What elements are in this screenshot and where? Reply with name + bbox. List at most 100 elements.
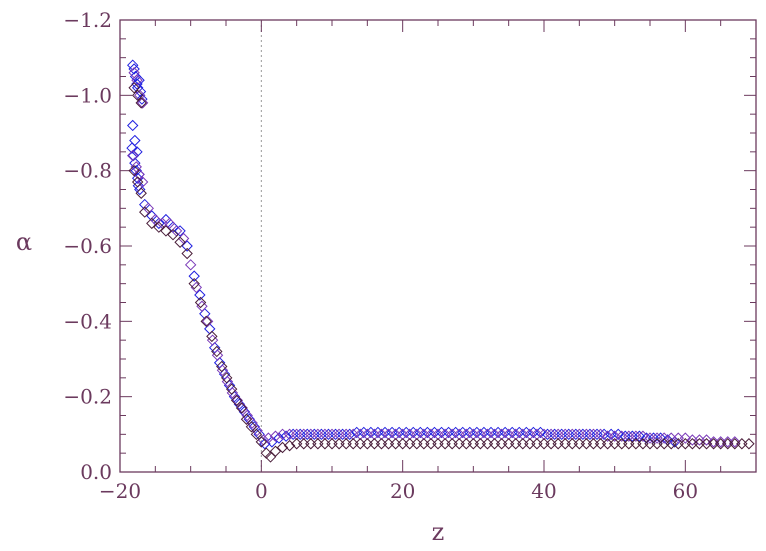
data-point-diamond [167,228,179,241]
data-point-diamond [587,438,600,450]
data-point-diamond [555,428,568,441]
data-point-diamond [552,428,564,441]
data-point-diamond [269,430,282,442]
data-point-diamond [250,428,263,441]
data-point-diamond [566,438,578,450]
data-point-diamond [305,428,317,441]
data-point-diamond [200,315,212,328]
data-point-diamond [439,438,451,450]
data-point-diamond [241,409,253,422]
x-tick-label: 60 [673,479,698,503]
data-point-diamond [368,438,381,450]
data-point-diamond [255,436,268,448]
data-point-diamond [170,225,183,237]
data-point-diamond [160,213,172,226]
x-tick-label: 0 [255,479,268,503]
data-point-diamond [545,428,557,441]
data-point-diamond [240,413,253,425]
data-point-diamond [552,438,564,450]
data-point-diamond [131,172,144,184]
data-point-diamond [460,438,472,450]
data-point-diamond [594,438,607,450]
data-point-diamond [538,438,550,450]
data-point-diamond [329,428,342,441]
data-point-diamond [136,176,149,188]
data-point-diamond [259,438,271,450]
data-point-diamond [245,421,258,433]
data-point-diamond [354,438,366,450]
data-point-diamond [127,119,139,132]
data-point-diamond [517,438,529,450]
data-point-diamond [283,439,296,452]
data-point-diamond [524,438,536,450]
data-point-diamond [153,221,165,233]
data-point-diamond [220,372,233,384]
data-point-diamond [570,428,582,441]
data-point-diamond [136,97,149,109]
data-point-diamond [276,441,289,454]
data-point-diamond [654,432,667,444]
y-tick-label: −0.2 [63,385,112,409]
data-point-diamond [167,221,179,233]
data-point-diamond [623,438,635,450]
y-tick-label: −0.4 [63,309,112,333]
data-point-diamond [404,438,416,450]
data-point-diamond [679,432,692,444]
y-tick-label: 0.0 [80,460,112,484]
data-point-diamond [142,202,154,215]
data-point-diamond [336,428,349,441]
data-point-diamond [375,438,388,450]
data-point-diamond [396,438,409,450]
y-tick-label: −1.0 [63,83,112,107]
data-point-diamond [134,183,146,196]
data-point-diamond [127,149,139,162]
data-point-diamond [623,430,635,442]
data-point-diamond [587,428,600,441]
data-point-diamond [235,402,248,414]
data-point-diamond [153,217,165,230]
data-point-diamond [129,134,141,147]
data-point-diamond [174,225,186,237]
plot-frame [119,19,757,473]
data-point-diamond [146,217,158,230]
data-point-diamond [510,438,522,450]
data-point-diamond [577,428,589,441]
data-point-diamond [559,438,571,450]
data-point-diamond [211,345,223,358]
data-point-diamond [312,438,324,450]
data-point-diamond [548,428,561,441]
data-point-diamond [233,398,246,410]
data-point-diamond [411,438,423,450]
data-point-diamond [601,438,614,450]
data-point-diamond [333,438,345,450]
data-point-diamond [319,428,331,441]
data-point-diamond [301,428,313,441]
data-point-diamond [333,428,345,441]
data-point-diamond [133,168,145,181]
data-point-diamond [146,210,158,222]
data-point-diamond [139,198,151,211]
data-point-diamond [190,281,203,294]
data-point-diamond [432,438,444,450]
data-point-diamond [129,157,141,169]
data-point-diamond [163,217,176,230]
data-point-diamond [340,428,352,441]
data-point-diamond [389,438,402,450]
data-point-diamond [269,445,282,457]
data-point-diamond [322,428,335,441]
data-point-diamond [347,438,359,450]
data-point-diamond [573,428,586,441]
data-point-diamond [563,428,575,441]
y-tick-label: −1.2 [63,8,112,32]
data-point-diamond [201,315,214,328]
data-point-diamond [559,428,571,441]
data-markers [126,59,755,463]
data-point-diamond [216,360,228,373]
data-point-diamond [495,438,508,450]
x-tick-label: 20 [390,479,415,503]
data-point-diamond [230,394,243,407]
data-point-diamond [273,432,285,444]
data-point-diamond [262,432,275,444]
data-point-diamond [612,428,624,441]
data-point-diamond [566,428,578,441]
